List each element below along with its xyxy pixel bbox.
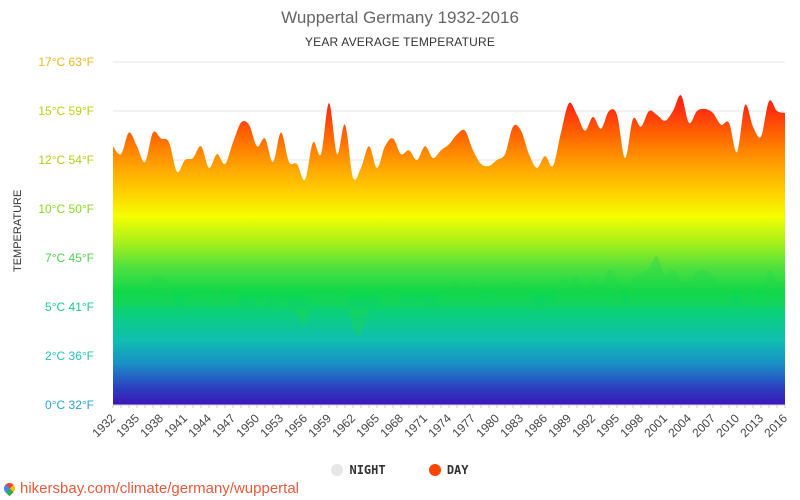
x-tick-label: 1977: [449, 411, 478, 440]
x-tick-label: 1971: [401, 411, 430, 440]
source-link-text: hikersbay.com/climate/germany/wuppertal: [20, 480, 300, 497]
legend-night-label: NIGHT: [349, 463, 386, 477]
x-tick-label: 1938: [137, 411, 166, 440]
x-tick-label: 2010: [713, 411, 742, 440]
y-tick-label: 12°C 54°F: [38, 153, 94, 167]
x-tick-label: 2016: [761, 411, 790, 440]
x-tick-label: 1995: [593, 411, 622, 440]
x-tick-label: 2001: [641, 411, 670, 440]
source-link[interactable]: hikersbay.com/climate/germany/wuppertal: [1, 480, 300, 497]
x-tick-label: 1953: [257, 411, 286, 440]
x-tick-label: 1935: [113, 411, 142, 440]
legend-day-swatch: [428, 464, 441, 476]
x-tick-label: 1962: [329, 411, 358, 440]
y-tick-label: 7°C 45°F: [45, 251, 94, 265]
y-tick-label: 0°C 32°F: [45, 398, 94, 412]
x-tick-label: 1965: [353, 411, 382, 440]
x-tick-label: 1968: [377, 411, 406, 440]
y-tick-label: 10°C 50°F: [38, 202, 94, 216]
y-tick-label: 17°C 63°F: [38, 55, 94, 69]
legend-night-swatch: [331, 464, 344, 476]
x-tick-label: 1956: [281, 411, 310, 440]
y-tick-label: 5°C 41°F: [45, 300, 94, 314]
x-tick-label: 1974: [425, 411, 454, 440]
x-tick-label: 1941: [161, 411, 190, 440]
x-tick-label: 2004: [665, 411, 694, 440]
x-tick-label: 2013: [737, 411, 766, 440]
x-tick-label: 1932: [89, 411, 118, 440]
x-tick-label: 1959: [305, 411, 334, 440]
series-band-night: [113, 255, 785, 336]
chart-subtitle: YEAR AVERAGE TEMPERATURE: [304, 35, 496, 49]
x-tick-label: 2007: [689, 411, 718, 440]
map-pin-icon: [1, 480, 18, 497]
x-tick-label: 1998: [617, 411, 646, 440]
legend-day[interactable]: DAY: [428, 463, 469, 477]
y-tick-label: 2°C 36°F: [45, 349, 94, 363]
legend-night[interactable]: NIGHT: [331, 463, 386, 477]
x-tick-label: 1992: [569, 411, 598, 440]
x-tick-label: 1989: [545, 411, 574, 440]
x-tick-label: 1944: [185, 411, 214, 440]
x-tick-label: 1986: [521, 411, 550, 440]
x-tick-label: 1983: [497, 411, 526, 440]
chart-title: Wuppertal Germany 1932-2016: [281, 8, 519, 27]
x-tick-label: 1950: [233, 411, 262, 440]
x-tick-label: 1980: [473, 411, 502, 440]
legend: NIGHT DAY: [0, 463, 800, 477]
legend-day-label: DAY: [446, 463, 469, 477]
y-tick-label: 15°C 59°F: [38, 104, 94, 118]
x-tick-label: 1947: [209, 411, 238, 440]
temperature-chart: 0°C 32°F 2°C 36°F 5°C 41°F 7°C 45°F 10°C 50°…: [38, 55, 790, 440]
series-area-day[interactable]: [113, 95, 785, 406]
